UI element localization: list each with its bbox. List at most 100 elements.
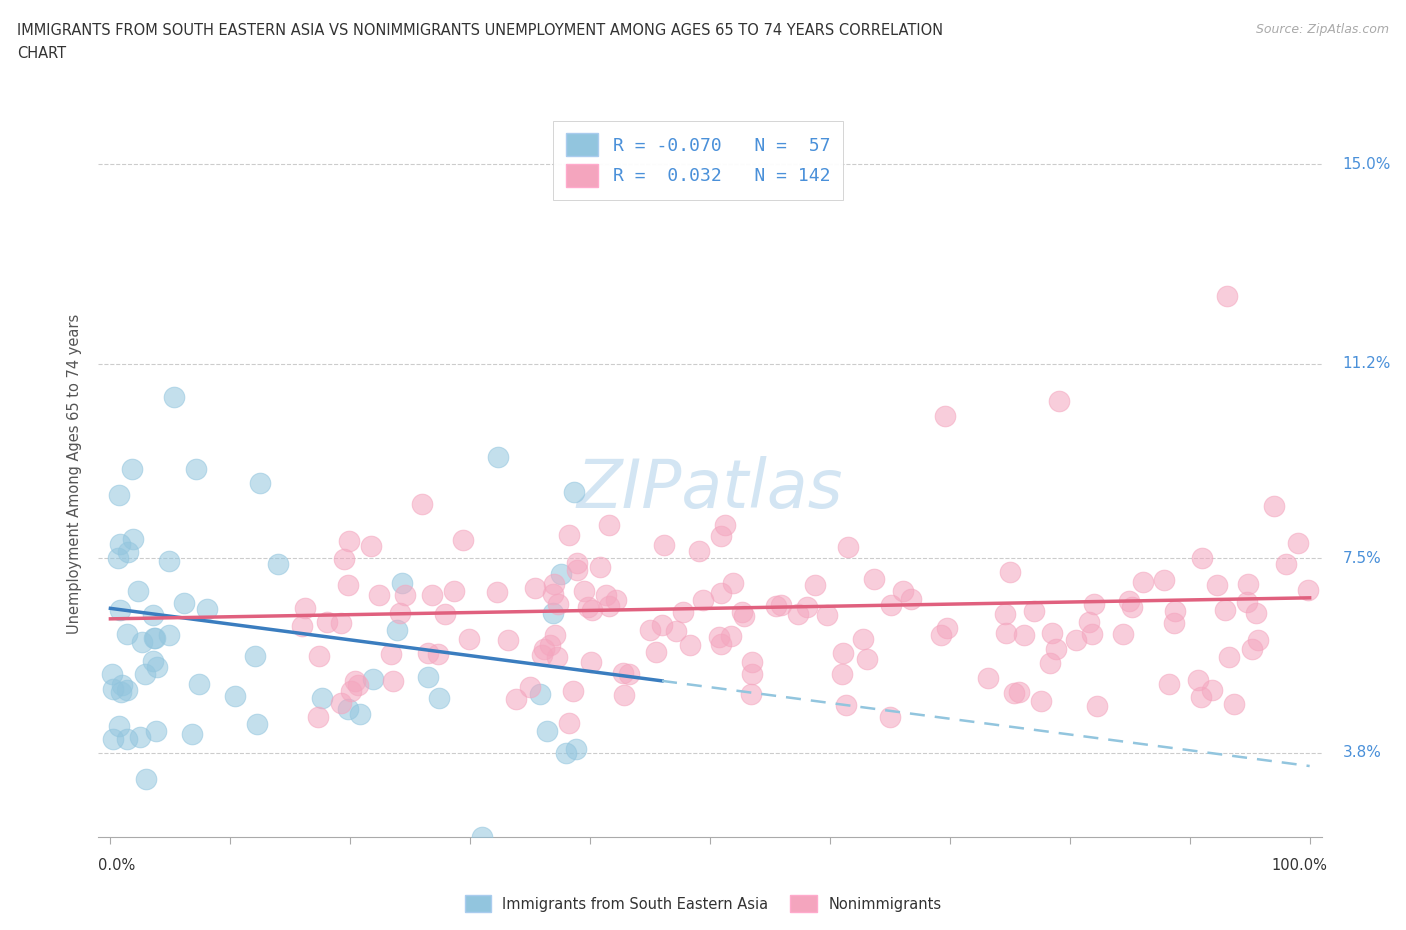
Point (994, 625, 1017, 640)
Point (1047, 393, 1070, 408)
Point (1216, 288, 1239, 303)
Point (307, 710, 329, 724)
Point (765, 599, 787, 614)
Point (1121, 599, 1143, 614)
Point (574, 584, 596, 599)
Point (115, 627, 138, 642)
Text: 3.8%: 3.8% (1343, 746, 1382, 761)
Point (1163, 604, 1185, 619)
Point (804, 578, 827, 593)
Text: 11.2%: 11.2% (1343, 356, 1391, 371)
Point (1153, 572, 1175, 587)
Point (1118, 593, 1140, 608)
Point (710, 528, 733, 543)
Point (496, 633, 519, 648)
Point (485, 585, 508, 600)
Point (546, 650, 568, 665)
Point (1045, 642, 1067, 657)
Point (605, 593, 627, 608)
Point (562, 485, 585, 499)
Point (115, 683, 138, 698)
Point (672, 604, 695, 619)
Point (796, 600, 818, 615)
Text: 7.5%: 7.5% (1343, 551, 1382, 565)
Point (565, 563, 588, 578)
Point (134, 666, 156, 681)
Point (543, 577, 565, 591)
Point (564, 741, 586, 756)
Point (1077, 614, 1099, 629)
Point (554, 745, 576, 760)
Point (740, 687, 762, 702)
Point (538, 637, 561, 652)
Point (558, 527, 581, 542)
Point (471, 830, 494, 844)
Point (598, 518, 620, 533)
Point (536, 724, 558, 738)
Point (835, 698, 858, 712)
Point (427, 691, 450, 706)
Text: 0.0%: 0.0% (98, 857, 135, 872)
Point (1189, 689, 1212, 704)
Point (117, 544, 139, 559)
Point (505, 692, 527, 707)
Point (1201, 682, 1223, 697)
Point (679, 637, 702, 652)
Point (122, 531, 145, 546)
Point (1002, 685, 1025, 700)
Point (710, 585, 733, 600)
Point (142, 607, 165, 622)
Point (581, 603, 603, 618)
Point (665, 623, 688, 638)
Point (595, 587, 617, 602)
Point (426, 646, 449, 661)
Text: ZIPatlas: ZIPatlas (576, 456, 844, 522)
Point (360, 538, 382, 553)
Point (1012, 628, 1035, 643)
Point (1083, 597, 1105, 612)
Point (547, 597, 569, 612)
Point (612, 666, 634, 681)
Point (195, 601, 218, 616)
Point (388, 606, 411, 621)
Point (544, 628, 567, 643)
Point (443, 584, 465, 599)
Point (589, 560, 612, 575)
Point (108, 537, 131, 551)
Legend: R = -0.070   N =  57, R =  0.032   N = 142: R = -0.070 N = 57, R = 0.032 N = 142 (553, 121, 842, 200)
Point (533, 641, 555, 656)
Point (1275, 556, 1298, 571)
Point (688, 543, 710, 558)
Point (420, 588, 443, 603)
Text: Source: ZipAtlas.com: Source: ZipAtlas.com (1256, 23, 1389, 36)
Point (340, 684, 363, 698)
Point (329, 696, 352, 711)
Point (344, 673, 367, 688)
Point (741, 655, 763, 670)
Point (707, 630, 730, 644)
Legend: Immigrants from South Eastern Asia, Nonimmigrants: Immigrants from South Eastern Asia, Noni… (458, 890, 948, 918)
Point (598, 598, 620, 613)
Point (1081, 626, 1104, 641)
Point (336, 578, 359, 592)
Point (578, 599, 600, 614)
Point (612, 687, 634, 702)
Point (723, 576, 745, 591)
Point (387, 623, 409, 638)
Point (381, 674, 404, 689)
Point (181, 726, 204, 741)
Point (143, 631, 166, 646)
Point (418, 670, 440, 684)
Point (184, 461, 207, 476)
Point (145, 724, 167, 738)
Point (391, 576, 413, 591)
Point (541, 605, 564, 620)
Point (103, 682, 125, 697)
Point (330, 615, 353, 630)
Point (1040, 626, 1063, 641)
Point (110, 684, 132, 699)
Point (1218, 649, 1240, 664)
Point (224, 688, 246, 703)
Point (1296, 582, 1319, 597)
Point (524, 580, 547, 595)
